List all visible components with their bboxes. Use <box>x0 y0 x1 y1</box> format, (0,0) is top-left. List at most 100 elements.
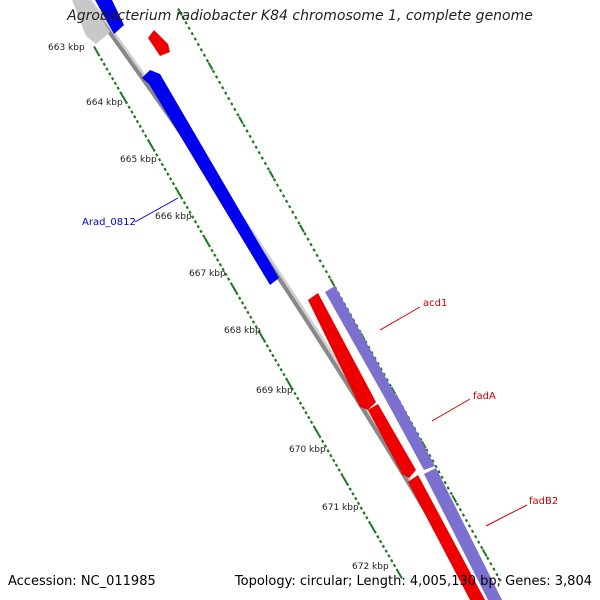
tick-mark <box>207 62 214 71</box>
tick-mark <box>177 8 183 16</box>
tick-mark <box>365 515 369 520</box>
tick-mark <box>288 204 292 209</box>
gene-red-small[interactable] <box>148 30 170 56</box>
tick-mark <box>329 278 336 287</box>
arad-leader-line <box>134 197 179 223</box>
tick-mark <box>113 81 117 86</box>
tick-mark <box>323 444 328 448</box>
tick-mark <box>202 53 207 58</box>
tick-mark <box>297 221 301 225</box>
tick-mark <box>318 434 322 439</box>
tick-mark <box>230 102 234 106</box>
tick-mark <box>127 105 131 110</box>
tick-mark <box>236 113 240 117</box>
tick-mark <box>245 129 249 133</box>
gene-faded-top[interactable] <box>72 0 110 44</box>
gene-fadA-red[interactable] <box>368 404 416 478</box>
tick-mark <box>275 183 280 187</box>
tick-mark <box>188 210 192 215</box>
tick-mark <box>286 380 293 389</box>
tick-mark <box>381 544 386 549</box>
kbp-label: 667 kbp <box>189 269 226 279</box>
tick-mark <box>231 284 238 293</box>
tick-mark <box>419 437 423 442</box>
tick-mark <box>390 386 397 395</box>
gene-acd1-red[interactable] <box>308 293 376 410</box>
gene-arad-0812[interactable] <box>142 70 279 285</box>
tick-mark <box>176 189 182 198</box>
tick-mark <box>359 506 363 510</box>
tick-mark <box>268 170 275 179</box>
tick-mark <box>263 161 267 166</box>
tick-mark <box>251 320 256 324</box>
tick-mark <box>211 69 216 74</box>
tick-mark <box>470 529 475 534</box>
gene-label-fadB2[interactable]: fadB2 <box>529 496 558 507</box>
tick-mark <box>387 554 391 558</box>
tick-mark <box>309 242 313 247</box>
gene-fadA-cds[interactable] <box>386 395 435 470</box>
tick-mark <box>196 42 200 47</box>
tick-mark <box>224 91 228 95</box>
tick-mark <box>184 21 188 25</box>
tick-mark <box>227 277 231 281</box>
genome-backbone <box>85 0 483 600</box>
tick-mark <box>281 194 286 198</box>
gene-blue-top[interactable] <box>95 0 124 34</box>
tick-mark <box>473 534 478 539</box>
tick-mark <box>376 361 380 366</box>
tick-mark <box>294 215 298 220</box>
tick-mark <box>235 291 239 296</box>
tick-mark <box>240 301 245 305</box>
tick-mark <box>251 140 255 144</box>
gene-fadB2-red[interactable] <box>408 475 485 600</box>
tick-mark <box>272 177 277 182</box>
gene-label-acd1[interactable]: acd1 <box>423 298 447 309</box>
tick-mark <box>285 199 289 204</box>
tick-mark <box>291 210 295 214</box>
tick-mark <box>477 540 481 544</box>
tick-mark <box>369 523 376 532</box>
tick-mark <box>480 545 484 550</box>
tick-mark <box>420 440 427 449</box>
tick-mark <box>446 486 450 490</box>
tick-mark <box>492 567 496 571</box>
tick-mark <box>218 263 223 267</box>
tick-mark <box>227 96 231 101</box>
kbp-label: 671 kbp <box>322 503 359 513</box>
tick-mark <box>461 513 466 517</box>
gene-fadB2-cds[interactable] <box>424 468 502 600</box>
tick-mark <box>152 148 156 152</box>
tick-mark <box>390 558 394 563</box>
tick-mark <box>315 253 319 258</box>
tick-mark <box>257 329 261 334</box>
tick-mark <box>293 391 297 396</box>
tick-mark <box>337 468 341 472</box>
tick-mark <box>309 420 314 425</box>
gene-acd1-cds[interactable] <box>325 286 396 400</box>
tick-mark <box>93 46 99 54</box>
tick-mark <box>373 530 377 534</box>
tick-mark <box>168 177 173 181</box>
tick-mark <box>312 425 316 429</box>
accession-text: Accession: NC_011985 <box>8 574 156 589</box>
tick-mark <box>464 518 469 523</box>
tick-mark <box>249 315 253 320</box>
tick-mark <box>320 439 325 444</box>
tick-mark <box>332 458 336 463</box>
tick-mark <box>193 37 197 41</box>
tick-mark <box>133 115 137 119</box>
tick-mark <box>397 571 403 579</box>
tick-mark <box>213 253 217 257</box>
gene-label-arad[interactable]: Arad_0812 <box>82 217 136 228</box>
tick-mark <box>268 348 272 353</box>
tick-mark <box>318 259 322 263</box>
tick-mark <box>362 511 366 515</box>
tick-mark <box>273 358 278 362</box>
tick-mark <box>210 248 214 253</box>
gene-label-fadA[interactable]: fadA <box>473 391 496 402</box>
tick-mark <box>196 224 200 229</box>
tick-mark <box>257 150 261 155</box>
kbp-label: 672 kbp <box>352 562 389 572</box>
tick-mark <box>238 296 242 300</box>
